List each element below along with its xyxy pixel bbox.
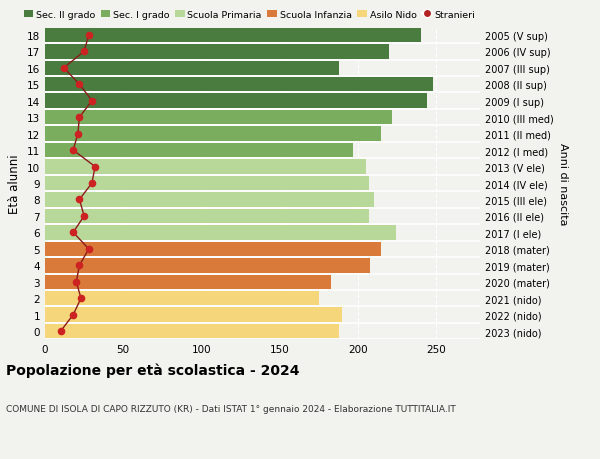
Bar — [45, 209, 369, 224]
Y-axis label: Età alunni: Età alunni — [8, 154, 22, 213]
Bar — [45, 258, 370, 273]
Bar — [45, 275, 331, 289]
Bar — [45, 45, 389, 59]
Bar — [45, 308, 343, 322]
Bar — [45, 127, 382, 141]
Text: Popolazione per età scolastica - 2024: Popolazione per età scolastica - 2024 — [6, 363, 299, 377]
Y-axis label: Anni di nascita: Anni di nascita — [557, 142, 568, 225]
Bar — [45, 144, 353, 158]
Bar — [45, 324, 339, 339]
Bar — [45, 160, 366, 174]
Bar — [45, 226, 395, 240]
Bar — [45, 78, 433, 92]
Bar — [45, 291, 319, 306]
Bar — [45, 111, 392, 125]
Bar — [45, 193, 374, 207]
Legend: Sec. II grado, Sec. I grado, Scuola Primaria, Scuola Infanzia, Asilo Nido, Stran: Sec. II grado, Sec. I grado, Scuola Prim… — [23, 11, 475, 20]
Bar — [45, 62, 339, 76]
Bar — [45, 242, 382, 257]
Bar — [45, 94, 427, 109]
Bar — [45, 28, 421, 43]
Text: COMUNE DI ISOLA DI CAPO RIZZUTO (KR) - Dati ISTAT 1° gennaio 2024 - Elaborazione: COMUNE DI ISOLA DI CAPO RIZZUTO (KR) - D… — [6, 404, 456, 413]
Bar — [45, 176, 369, 191]
